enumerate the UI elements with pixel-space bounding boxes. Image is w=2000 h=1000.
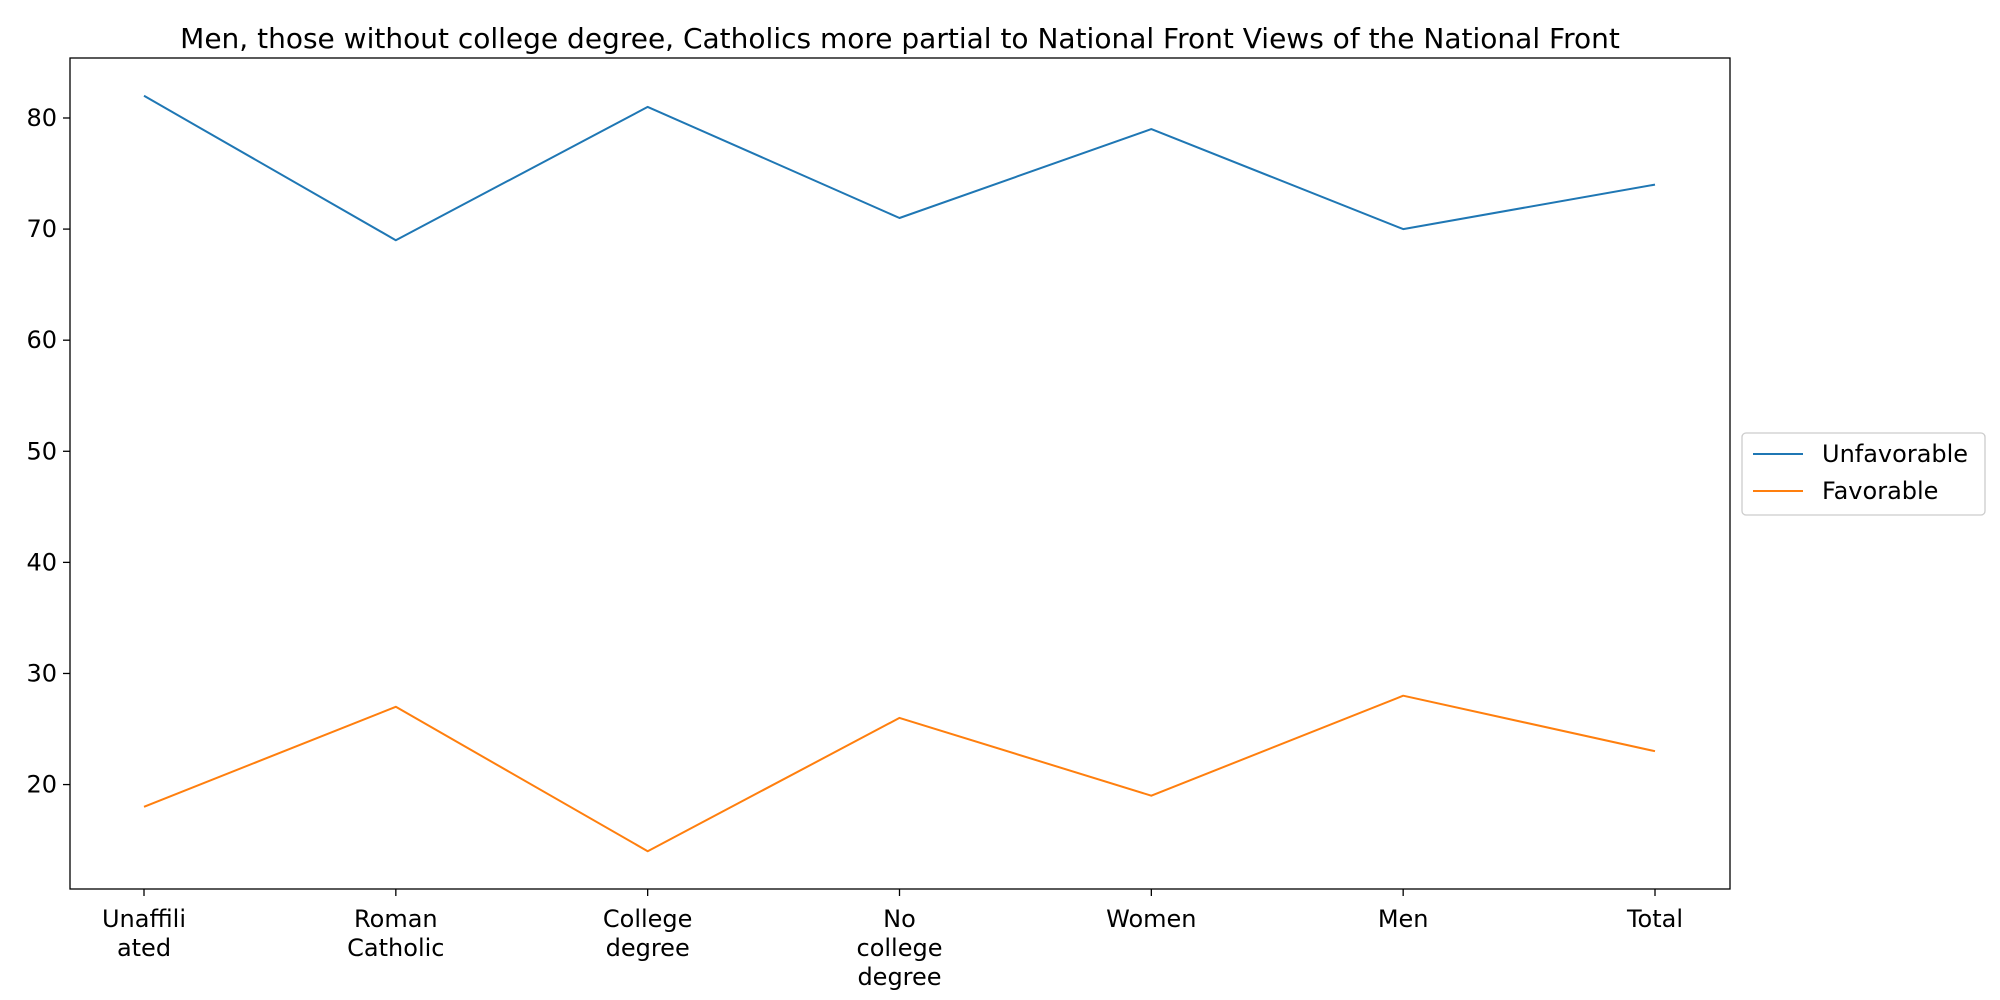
series-layer: [143, 94, 1656, 853]
series-line-favorable: [143, 694, 1656, 853]
data-point-unfavorable: [1654, 184, 1656, 186]
y-tick-label: 40: [26, 548, 57, 576]
y-axis: 20 30 40 50 60 70 80: [26, 104, 70, 799]
y-tick-label: 60: [26, 326, 57, 354]
x-tick-label-line: Total: [1626, 905, 1683, 933]
legend-label-favorable: Favorable: [1822, 477, 1938, 505]
x-tick-label-line: Men: [1378, 905, 1429, 933]
data-point-favorable: [1654, 750, 1656, 752]
legend: Unfavorable Favorable: [1741, 432, 1986, 516]
x-tick-label-line: degree: [857, 963, 941, 991]
x-tick-label-line: Unaffili: [102, 905, 186, 933]
x-tick-label-line: College: [603, 905, 693, 933]
y-tick-label: 80: [26, 104, 57, 132]
data-point-unfavorable: [1402, 228, 1404, 230]
data-point-favorable: [395, 706, 397, 708]
data-point-favorable: [1402, 695, 1404, 697]
x-tick-label-line: Roman: [354, 905, 438, 933]
data-point-unfavorable: [647, 106, 649, 108]
plot-area: [69, 57, 1731, 890]
x-tick-label: Roman Catholic: [347, 905, 444, 962]
series-line-unfavorable: [143, 94, 1656, 242]
y-tick-label: 70: [26, 215, 57, 243]
y-tick-label: 20: [26, 771, 57, 799]
data-point-favorable: [1150, 795, 1152, 797]
data-point-unfavorable: [1150, 128, 1152, 130]
legend-label-unfavorable: Unfavorable: [1822, 440, 1968, 468]
data-point-favorable: [647, 850, 649, 852]
x-tick-label: Women: [1106, 905, 1196, 933]
x-tick-label-line: ated: [117, 934, 171, 962]
x-tick-label: Unaffili ated: [102, 905, 186, 962]
y-tick-label: 50: [26, 437, 57, 465]
data-point-unfavorable: [395, 239, 397, 241]
x-tick-label-line: degree: [606, 934, 690, 962]
x-tick-label-line: Catholic: [347, 934, 444, 962]
x-tick-label: No college degree: [857, 905, 943, 991]
x-tick-label: Total: [1626, 905, 1683, 933]
data-point-unfavorable: [143, 95, 145, 97]
y-tick-label: 30: [26, 659, 57, 687]
x-tick-label-line: Women: [1106, 905, 1196, 933]
data-point-unfavorable: [899, 217, 901, 219]
chart-title: Men, those without college degree, Catho…: [180, 22, 1620, 55]
x-tick-label: Men: [1378, 905, 1429, 933]
x-tick-label-line: college: [857, 934, 943, 962]
data-point-favorable: [899, 717, 901, 719]
x-tick-label-line: No: [883, 905, 916, 933]
data-point-favorable: [143, 806, 145, 808]
x-tick-label: College degree: [603, 905, 693, 962]
